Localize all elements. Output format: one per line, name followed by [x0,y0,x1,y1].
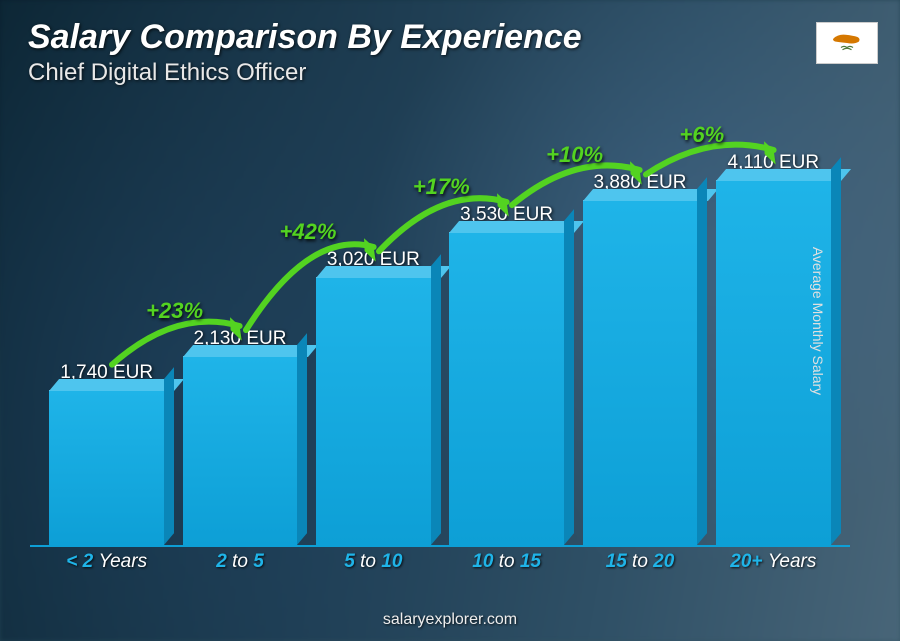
country-flag-cyprus [816,22,878,64]
x-labels: < 2 Years2 to 55 to 1010 to 1515 to 2020… [40,551,840,581]
delta-label: +10% [546,142,603,168]
header: Salary Comparison By Experience Chief Di… [28,18,582,87]
x-label: 2 to 5 [173,551,306,581]
flag-icon [824,28,870,58]
x-label: 10 to 15 [440,551,573,581]
delta-label: +17% [413,174,470,200]
bar [49,390,164,545]
page-subtitle: Chief Digital Ethics Officer [28,59,582,87]
bar [449,232,564,545]
x-label: 5 to 10 [307,551,440,581]
delta-label: +6% [679,122,724,148]
chart: 1,740 EUR2,130 EUR3,020 EUR3,530 EUR3,88… [40,120,840,581]
x-label: 15 to 20 [573,551,706,581]
x-label: 20+ Years [707,551,840,581]
bar [583,200,698,545]
page-title: Salary Comparison By Experience [28,18,582,57]
footer-credit: salaryexplorer.com [0,611,900,629]
delta-label: +42% [280,219,337,245]
chart-baseline [30,545,850,547]
y-axis-label: Average Monthly Salary [810,246,826,394]
delta-label: +23% [146,298,203,324]
x-label: < 2 Years [40,551,173,581]
bar [183,356,298,545]
